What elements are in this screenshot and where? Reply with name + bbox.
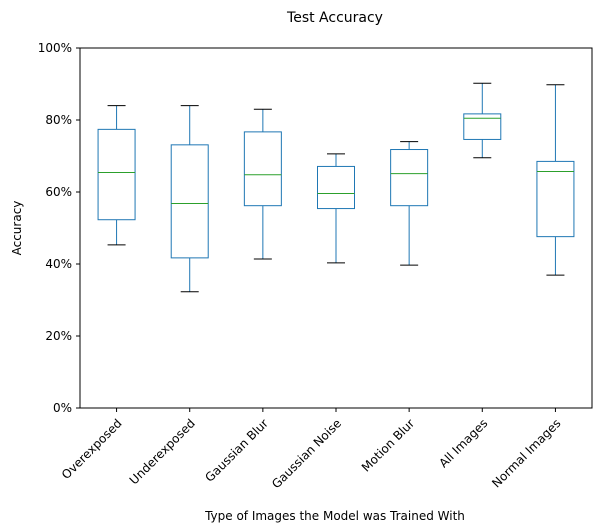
- y-axis: 0% 20% 40% 60% 80% 100%: [38, 41, 80, 415]
- x-tick-label: Gaussian Noise: [269, 416, 344, 491]
- iqr-box: [463, 113, 502, 140]
- x-axis-label: Type of Images the Model was Trained Wit…: [204, 509, 465, 523]
- x-tick-label: Motion Blur: [359, 416, 417, 474]
- box-5: [390, 141, 429, 266]
- y-tick-label: 80%: [45, 113, 72, 127]
- y-tick-label: 20%: [45, 329, 72, 343]
- box-7: [536, 84, 575, 276]
- y-tick-label: 0%: [53, 401, 72, 415]
- x-axis: Overexposed Underexposed Gaussian BlurGaus…: [59, 408, 564, 491]
- box-series: [97, 82, 575, 293]
- box-1: [97, 105, 136, 246]
- chart-title: Test Accuracy: [286, 10, 383, 26]
- y-tick-label: 100%: [38, 41, 72, 55]
- iqr-box: [317, 165, 355, 210]
- x-tick-label: Overexposed: [59, 416, 125, 482]
- y-tick-label: 40%: [45, 257, 72, 271]
- box-2: [170, 105, 209, 293]
- iqr-box: [243, 131, 282, 207]
- x-tick-label: Normal Images: [489, 416, 563, 490]
- x-tick-label: Underexposed: [127, 416, 198, 487]
- iqr-box: [390, 149, 429, 207]
- box-4: [317, 153, 355, 264]
- y-axis-label: Accuracy: [10, 201, 24, 256]
- box-3: [243, 108, 282, 260]
- y-tick-label: 60%: [45, 185, 72, 199]
- box-6: [463, 82, 502, 159]
- iqr-box: [536, 160, 575, 238]
- x-tick-label: All Images: [436, 416, 490, 470]
- iqr-box: [97, 128, 136, 221]
- iqr-box: [170, 144, 209, 259]
- x-tick-label: Gaussian Blur: [202, 416, 271, 485]
